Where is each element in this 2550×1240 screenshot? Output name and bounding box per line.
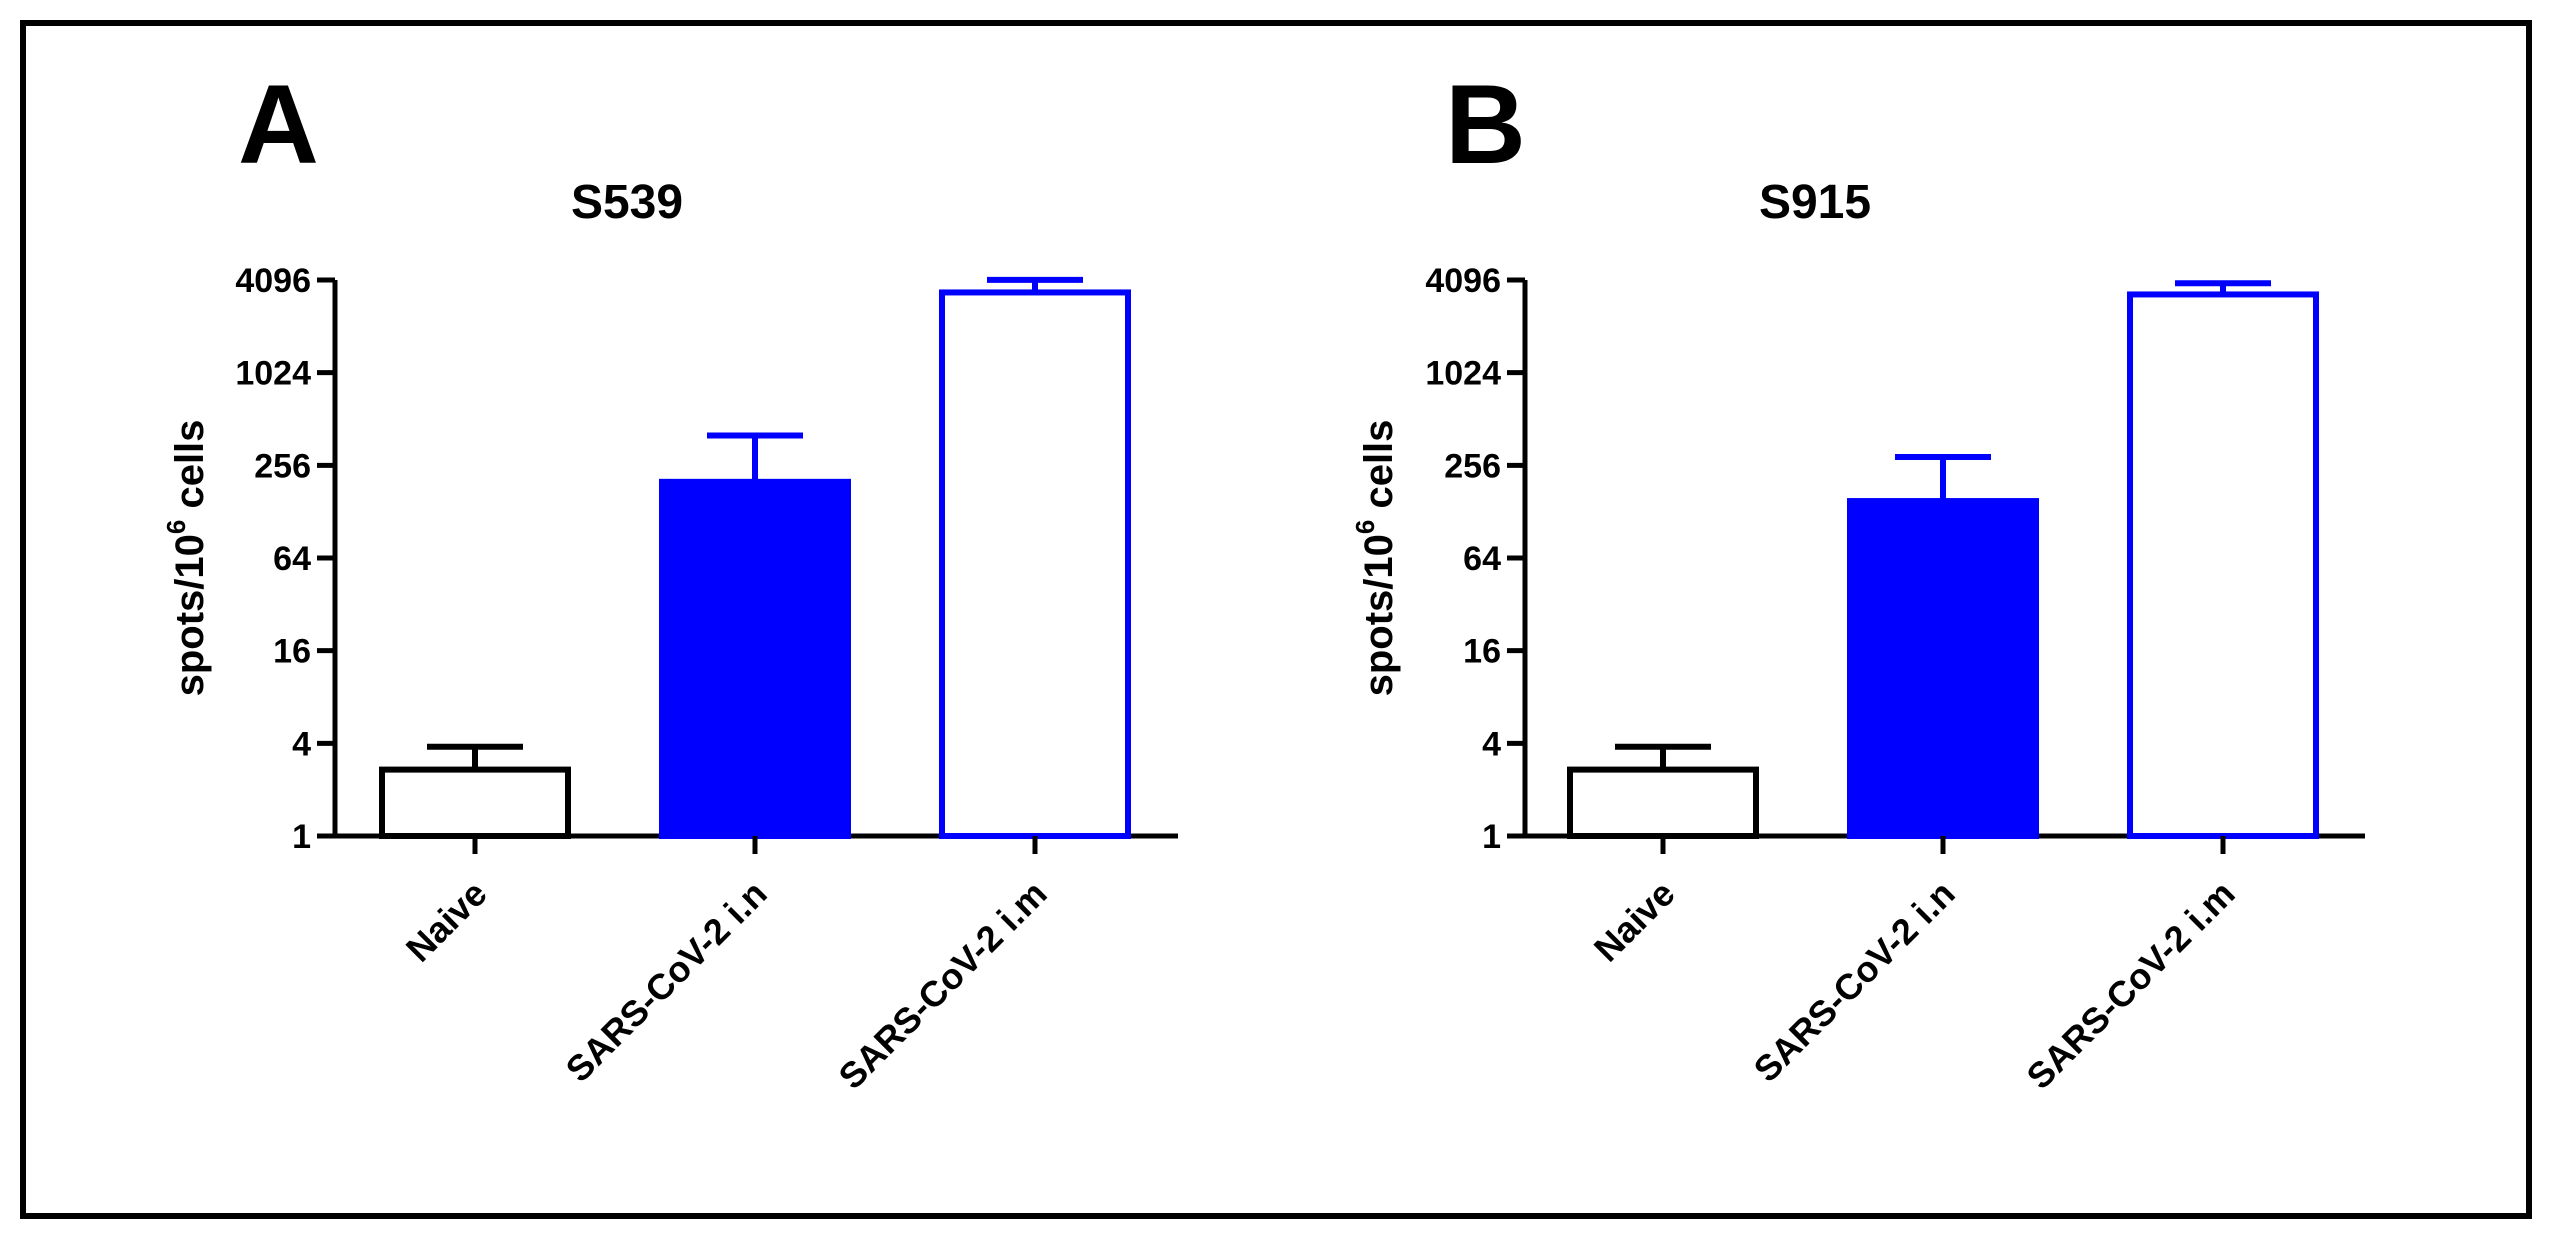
panel-b-y-tick-label-4096: 4096 xyxy=(1425,262,1501,300)
panel-b: B S915 1 4 16 64 256 1024 4096 spots/106 cells Nai… xyxy=(1350,62,2365,1097)
panel-a-category-label-naive: Naive xyxy=(398,873,495,970)
panel-a-y-tick-label-64: 64 xyxy=(273,540,311,578)
panel-a-bar-sars-cov-2-i-n xyxy=(659,478,851,839)
panel-a-y-tick-label-4: 4 xyxy=(292,725,311,763)
panel-b-y-tick-label-16: 16 xyxy=(1463,633,1501,671)
panel-a-y-tick-label-16: 16 xyxy=(273,633,311,671)
panel-a-title: S539 xyxy=(571,176,683,229)
panel-b-y-axis-title: spots/106 cells xyxy=(1350,420,1401,697)
panel-a: A S539 1 4 16 64 256 1024 4096 spots/106 cells Nai… xyxy=(161,62,1178,1097)
panel-a-y-tick-label-4096: 4096 xyxy=(235,262,311,300)
panel-a-letter: A xyxy=(238,62,319,187)
panel-b-category-label-sars-cov-2-i-n: SARS-CoV-2 i.n xyxy=(1746,873,1963,1090)
panel-b-y-tick-label-1024: 1024 xyxy=(1425,355,1501,393)
panel-a-category-label-sars-cov-2-i-n: SARS-CoV-2 i.n xyxy=(558,873,775,1090)
panel-a-y-axis-title: spots/106 cells xyxy=(161,420,212,697)
panel-a-y-tick-label-1024: 1024 xyxy=(235,355,311,393)
panel-a-y-tick-label-1: 1 xyxy=(292,818,311,856)
panel-a-bar-sars-cov-2-i-m xyxy=(939,289,1131,839)
panel-b-bar-sars-cov-2-i-n xyxy=(1847,498,2039,839)
panel-b-y-tick-label-4: 4 xyxy=(1482,725,1501,763)
panel-b-title: S915 xyxy=(1759,176,1871,229)
panel-a-y-tick-label-256: 256 xyxy=(254,447,311,485)
panel-b-bar-sars-cov-2-i-m xyxy=(2127,291,2319,839)
panel-b-category-label-sars-cov-2-i-m: SARS-CoV-2 i.m xyxy=(2018,873,2242,1097)
panel-b-y-tick-label-64: 64 xyxy=(1463,540,1501,578)
panel-a-category-label-sars-cov-2-i-m: SARS-CoV-2 i.m xyxy=(830,873,1054,1097)
panel-b-category-label-naive: Naive xyxy=(1586,873,1683,970)
panel-a-bar-naive xyxy=(379,766,571,839)
panel-b-y-tick-label-1: 1 xyxy=(1482,818,1501,856)
panel-b-letter: B xyxy=(1445,62,1526,187)
panel-b-bar-naive xyxy=(1567,766,1759,839)
figure-frame xyxy=(20,20,2532,1219)
panel-b-y-tick-label-256: 256 xyxy=(1444,447,1501,485)
